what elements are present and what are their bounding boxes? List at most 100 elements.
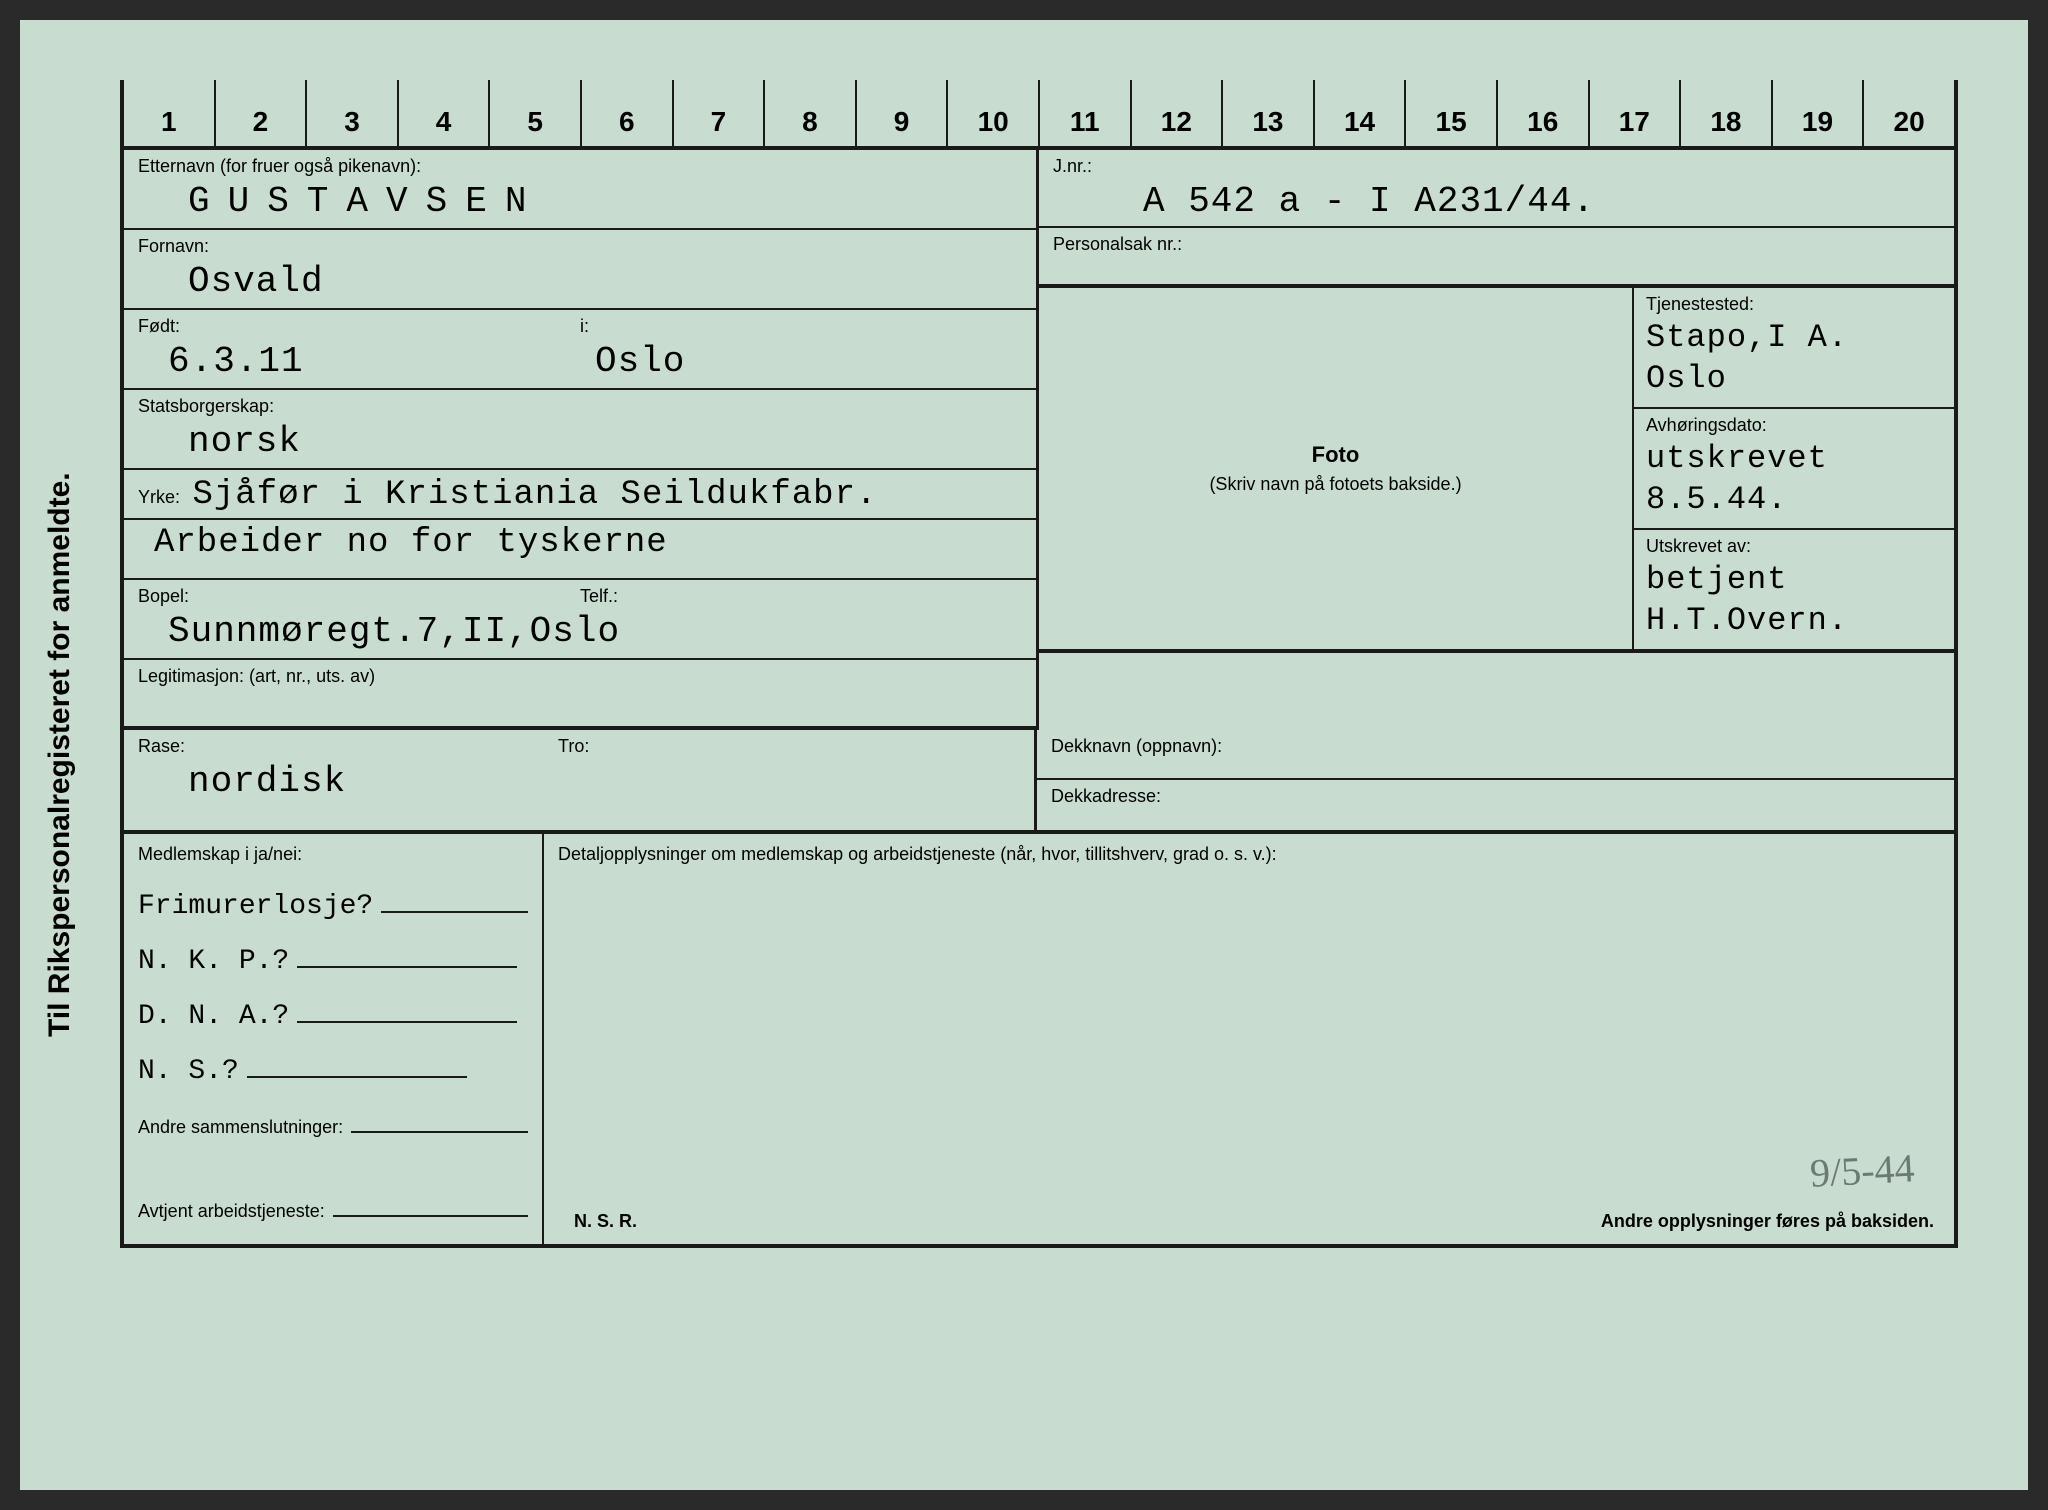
value-statsborgerskap: norsk [138,417,1022,462]
label-avtjent: Avtjent arbeidstjeneste: [138,1201,325,1222]
label-fodt: Født: [138,316,580,337]
field-legitimasjon: Legitimasjon: (art, nr., uts. av) [124,660,1036,730]
value-fodt: 6.3.11 [138,337,595,382]
field-tjenestested: Tjenestested: Stapo,I A. Oslo [1634,288,1954,409]
label-personalsak: Personalsak nr.: [1053,234,1940,255]
right-stack: Tjenestested: Stapo,I A. Oslo Avhøringsd… [1634,288,1954,653]
label-medlemskap: Medlemskap i ja/nei: [138,844,528,865]
field-bopel: Bopel: Telf.: Sunnmøregt.7,II,Oslo [124,580,1036,660]
ruler-cell: 15 [1404,80,1496,146]
label-dna: D. N. A.? [138,1001,289,1032]
ruler-cell: 1 [120,80,214,146]
ruler: 1 2 3 4 5 6 7 8 9 10 11 12 13 14 15 16 1… [120,80,1958,150]
field-etternavn: Etternavn (for fruer også pikenavn): GUS… [124,150,1036,230]
label-statsborgerskap: Statsborgerskap: [138,396,1022,417]
rase-row: Rase: nordisk Tro: Dekknavn (oppnavn): D… [124,730,1954,834]
label-yrke: Yrke: [138,487,180,507]
value-yrke-2: Arbeider no for tyskerne [154,520,668,562]
right-top-grid: J.nr.: A 542 a - I A231/44. Personalsak … [1039,150,1954,653]
label-foto: Foto [1312,442,1360,468]
value-bopel: Sunnmøregt.7,II,Oslo [138,607,1022,652]
value-yrke-1: Sjåfør i Kristiania Seildukfabr. [184,472,877,514]
ruler-cell: 4 [397,80,489,146]
field-avhoringsdato: Avhøringsdato: utskrevet 8.5.44. [1634,409,1954,530]
field-rase: Rase: nordisk [124,730,544,830]
label-utskrevet-av: Utskrevet av: [1646,536,1942,557]
card-body: 1 2 3 4 5 6 7 8 9 10 11 12 13 14 15 16 1… [100,20,2028,1490]
mem-andre: Andre sammenslutninger: [138,1111,528,1138]
form-body: Etternavn (for fruer også pikenavn): GUS… [120,150,1958,1248]
field-fornavn: Fornavn: Osvald [124,230,1036,310]
value-tjenestested-2: Oslo [1646,356,1942,397]
ruler-cell: 3 [305,80,397,146]
label-bopel: Bopel: [138,586,580,607]
value-tjenestested-1: Stapo,I A. [1646,315,1942,356]
label-ns: N. S.? [138,1056,239,1087]
value-rase: nordisk [138,757,530,802]
label-frimurerlosje: Frimurerlosje? [138,891,373,922]
ruler-cell: 2 [214,80,306,146]
ruler-cell: 16 [1496,80,1588,146]
value-fodt-i: Oslo [595,337,1022,382]
right-column: J.nr.: A 542 a - I A231/44. Personalsak … [1039,150,1954,730]
label-fodt-i: i: [580,316,1022,337]
value-avhoringsdato-2: 8.5.44. [1646,477,1942,518]
side-title: Til Rikspersonalregisteret for anmeldte. [20,20,100,1490]
ruler-cell: 14 [1313,80,1405,146]
label-rase: Rase: [138,736,530,757]
left-column: Etternavn (for fruer også pikenavn): GUS… [124,150,1039,730]
ruler-cell: 19 [1771,80,1863,146]
label-telf: Telf.: [580,586,1022,607]
handwritten-date: 9/5-44 [1808,1144,1915,1196]
dekk-column: Dekknavn (oppnavn): Dekkadresse: [1034,730,1954,830]
footer-note: Andre opplysninger føres på baksiden. [1601,1211,1934,1232]
mem-avtjent: Avtjent arbeidstjeneste: [138,1195,528,1222]
ruler-cell: 6 [580,80,672,146]
ruler-cell: 13 [1221,80,1313,146]
ruler-cell: 17 [1588,80,1680,146]
mem-dna: D. N. A.? [138,1001,528,1032]
ruler-cell: 18 [1679,80,1771,146]
label-andre-sammen: Andre sammenslutninger: [138,1117,343,1138]
ruler-cell: 11 [1038,80,1130,146]
value-utskrevet-1: betjent [1646,557,1942,598]
field-utskrevet-av: Utskrevet av: betjent H.T.Overn. [1634,530,1954,653]
ruler-cell: 7 [672,80,764,146]
value-jnr: A 542 a - I A231/44. [1053,177,1940,222]
label-dekkadresse: Dekkadresse: [1051,786,1940,807]
label-fornavn: Fornavn: [138,236,1022,257]
label-avhoringsdato: Avhøringsdato: [1646,415,1942,436]
label-tro: Tro: [558,736,1020,757]
label-legitimasjon: Legitimasjon: (art, nr., uts. av) [138,666,1022,687]
label-etternavn: Etternavn (for fruer også pikenavn): [138,156,1022,177]
ruler-cell: 5 [488,80,580,146]
ruler-cell: 8 [763,80,855,146]
label-nkp: N. K. P.? [138,946,289,977]
foto-box: Foto (Skriv navn på fotoets bakside.) [1039,288,1634,653]
membership-row: Medlemskap i ja/nei: Frimurerlosje? N. K… [124,834,1954,1244]
field-yrke: Yrke: Sjåfør i Kristiania Seildukfabr. A… [124,470,1036,580]
mem-nkp: N. K. P.? [138,946,528,977]
field-statsborgerskap: Statsborgerskap: norsk [124,390,1036,470]
value-fornavn: Osvald [138,257,1022,302]
field-dekkadresse: Dekkadresse: [1037,780,1954,830]
label-tjenestested: Tjenestested: [1646,294,1942,315]
mem-ns: N. S.? [138,1056,528,1087]
membership-left: Medlemskap i ja/nei: Frimurerlosje? N. K… [124,834,544,1244]
footer-nsr: N. S. R. [574,1211,637,1232]
field-dekknavn: Dekknavn (oppnavn): [1037,730,1954,780]
label-jnr: J.nr.: [1053,156,1940,177]
ruler-cell: 20 [1862,80,1958,146]
ruler-cell: 9 [855,80,947,146]
field-fodt: Født: i: 6.3.11 Oslo [124,310,1036,390]
label-foto-sub: (Skriv navn på fotoets bakside.) [1209,474,1461,495]
value-avhoringsdato-1: utskrevet [1646,436,1942,477]
field-personalsak: Personalsak nr.: [1039,228,1954,288]
label-detaljopplysninger: Detaljopplysninger om medlemskap og arbe… [558,844,1940,865]
registration-card: Til Rikspersonalregisteret for anmeldte.… [20,20,2028,1490]
field-jnr: J.nr.: A 542 a - I A231/44. [1039,150,1954,228]
value-utskrevet-2: H.T.Overn. [1646,598,1942,639]
value-etternavn: GUSTAVSEN [138,177,1022,222]
ruler-cell: 10 [946,80,1038,146]
mem-frimurerlosje: Frimurerlosje? [138,891,528,922]
